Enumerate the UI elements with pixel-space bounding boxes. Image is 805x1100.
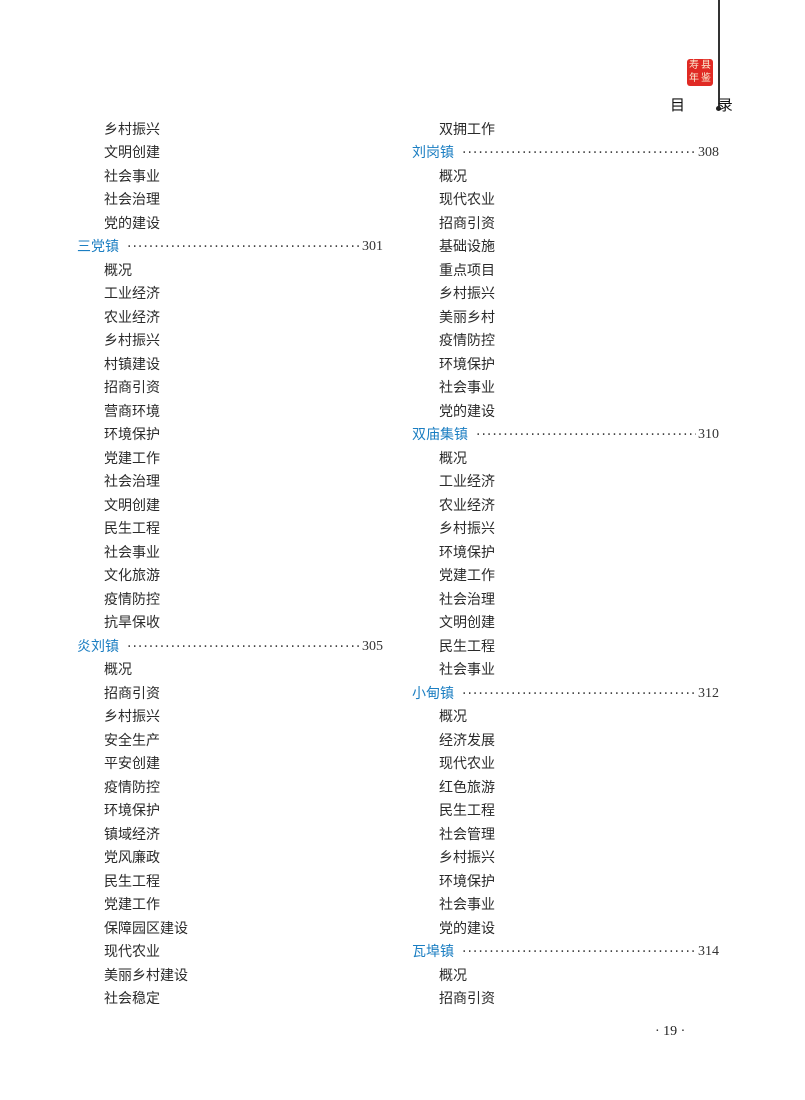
- toc-entry[interactable]: 民生工程: [104, 873, 160, 890]
- toc-entry[interactable]: 美丽乡村: [439, 309, 495, 326]
- toc-entry[interactable]: 农业经济: [439, 497, 495, 514]
- toc-entry[interactable]: 疫情防控: [104, 779, 160, 796]
- toc-entry[interactable]: 党的建设: [104, 215, 160, 232]
- section-title: 三党镇: [77, 239, 119, 256]
- toc-entry[interactable]: 乡村振兴: [104, 333, 160, 350]
- toc-entry[interactable]: 美丽乡村建设: [104, 967, 188, 984]
- dot-leader: ········································…: [462, 685, 696, 702]
- toc-entry[interactable]: 党建工作: [104, 450, 160, 467]
- toc-entry[interactable]: 民生工程: [104, 521, 160, 538]
- toc-entry[interactable]: 概况: [104, 262, 132, 279]
- toc-entry[interactable]: 党风廉政: [104, 850, 160, 867]
- page-title: 目 录: [670, 96, 747, 114]
- toc-entry[interactable]: 基础设施: [439, 239, 495, 256]
- toc-entry[interactable]: 社会事业: [439, 380, 495, 397]
- section-title: 瓦埠镇: [412, 944, 454, 961]
- toc-entry[interactable]: 文化旅游: [104, 568, 160, 585]
- toc-entry[interactable]: 重点项目: [439, 262, 495, 279]
- section-title: 双庙集镇: [412, 427, 468, 444]
- toc-entry[interactable]: 现代农业: [439, 192, 495, 209]
- toc-entry[interactable]: 乡村振兴: [439, 521, 495, 538]
- dot-leader: ········································…: [127, 638, 360, 655]
- toc-entry[interactable]: 社会事业: [104, 168, 160, 185]
- toc-section-heading[interactable]: 炎刘镇 ·····································…: [77, 637, 383, 657]
- page-number: · 19 ·: [655, 1024, 686, 1039]
- toc-entry[interactable]: 概况: [104, 662, 132, 679]
- toc-entry[interactable]: 社会治理: [439, 591, 495, 608]
- toc-entry[interactable]: 招商引资: [439, 215, 495, 232]
- toc-entry[interactable]: 文明创建: [439, 615, 495, 632]
- section-title: 刘岗镇: [412, 145, 454, 162]
- dot-leader: ········································…: [127, 239, 360, 256]
- toc-entry[interactable]: 平安创建: [104, 756, 160, 773]
- toc-entry[interactable]: 党的建设: [439, 920, 495, 937]
- toc-entry[interactable]: 环境保护: [104, 803, 160, 820]
- toc-entry[interactable]: 概况: [439, 967, 467, 984]
- toc-entry[interactable]: 民生工程: [439, 638, 495, 655]
- toc-entry[interactable]: 经济发展: [439, 732, 495, 749]
- toc-entry[interactable]: 抗旱保收: [104, 615, 160, 632]
- toc-section-heading[interactable]: 三党镇 ·····································…: [77, 237, 383, 257]
- toc-entry[interactable]: 环境保护: [104, 427, 160, 444]
- toc-entry[interactable]: 红色旅游: [439, 779, 495, 796]
- toc-entry[interactable]: 党建工作: [104, 897, 160, 914]
- toc-entry[interactable]: 现代农业: [104, 944, 160, 961]
- toc-entry[interactable]: 疫情防控: [439, 333, 495, 350]
- toc-entry[interactable]: 村镇建设: [104, 356, 160, 373]
- toc-entry[interactable]: 社会事业: [104, 544, 160, 561]
- dot-leader: ········································…: [476, 427, 696, 444]
- margin-rule: [718, 0, 720, 108]
- toc-entry[interactable]: 工业经济: [104, 286, 160, 303]
- section-page: 308: [698, 145, 719, 161]
- toc-entry[interactable]: 概况: [439, 168, 467, 185]
- toc-entry[interactable]: 环境保护: [439, 356, 495, 373]
- toc-section-heading[interactable]: 瓦埠镇 ·····································…: [412, 942, 719, 962]
- dot-leader: ········································…: [462, 145, 696, 162]
- toc-entry[interactable]: 双拥工作: [439, 122, 495, 138]
- toc-section-heading[interactable]: 刘岗镇 ·····································…: [412, 143, 719, 163]
- rule-dot: [716, 106, 721, 111]
- toc-entry[interactable]: 保障园区建设: [104, 920, 188, 937]
- toc-entry[interactable]: 社会事业: [439, 897, 495, 914]
- section-page: 314: [698, 944, 719, 960]
- section-title: 炎刘镇: [77, 638, 119, 655]
- toc-entry[interactable]: 文明创建: [104, 145, 160, 162]
- toc-entry[interactable]: 社会稳定: [104, 991, 160, 1008]
- toc-entry[interactable]: 环境保护: [439, 873, 495, 890]
- toc-entry[interactable]: 党建工作: [439, 568, 495, 585]
- section-page: 310: [698, 427, 719, 443]
- toc-entry[interactable]: 概况: [439, 709, 467, 726]
- toc-entry[interactable]: 招商引资: [104, 685, 160, 702]
- toc-entry[interactable]: 镇域经济: [104, 826, 160, 843]
- toc-entry[interactable]: 安全生产: [104, 732, 160, 749]
- toc-entry[interactable]: 农业经济: [104, 309, 160, 326]
- toc-entry[interactable]: 乡村振兴: [439, 850, 495, 867]
- yearbook-seal-logo: 寿县年鉴: [687, 59, 713, 86]
- toc-entry[interactable]: 乡村振兴: [104, 709, 160, 726]
- section-title: 小甸镇: [412, 685, 454, 702]
- toc-entry[interactable]: 民生工程: [439, 803, 495, 820]
- toc-entry[interactable]: 招商引资: [104, 380, 160, 397]
- toc-entry[interactable]: 乡村振兴: [104, 122, 160, 138]
- toc-entry[interactable]: 社会治理: [104, 474, 160, 491]
- toc-entry[interactable]: 社会事业: [439, 662, 495, 679]
- section-page: 301: [362, 239, 383, 255]
- dot-leader: ········································…: [462, 944, 696, 961]
- toc-entry[interactable]: 疫情防控: [104, 591, 160, 608]
- toc-entry[interactable]: 工业经济: [439, 474, 495, 491]
- toc-entry[interactable]: 社会治理: [104, 192, 160, 209]
- toc-entry[interactable]: 现代农业: [439, 756, 495, 773]
- toc-entry[interactable]: 社会管理: [439, 826, 495, 843]
- toc-entry[interactable]: 乡村振兴: [439, 286, 495, 303]
- toc-section-heading[interactable]: 双庙集镇 ····································…: [412, 425, 719, 445]
- toc-entry[interactable]: 文明创建: [104, 497, 160, 514]
- toc-entry[interactable]: 概况: [439, 450, 467, 467]
- section-page: 305: [362, 638, 383, 654]
- toc-entry[interactable]: 招商引资: [439, 991, 495, 1008]
- toc-entry[interactable]: 营商环境: [104, 403, 160, 420]
- toc-section-heading[interactable]: 小甸镇 ·····································…: [412, 684, 719, 704]
- toc-entry[interactable]: 环境保护: [439, 544, 495, 561]
- section-page: 312: [698, 685, 719, 701]
- toc-entry[interactable]: 党的建设: [439, 403, 495, 420]
